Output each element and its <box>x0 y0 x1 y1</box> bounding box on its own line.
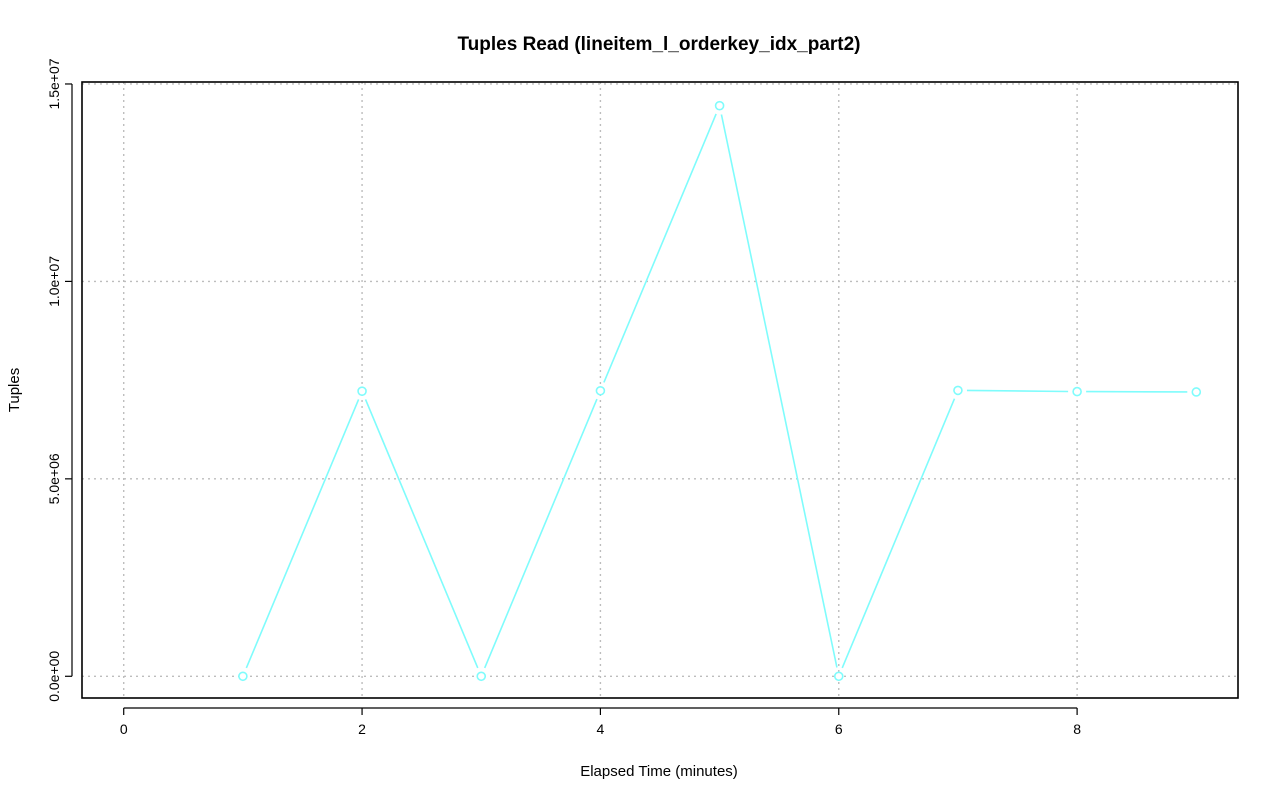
y-axis-label: Tuples <box>6 368 23 412</box>
x-tick-label-3: 6 <box>835 721 843 737</box>
x-tick-label-0: 0 <box>120 721 128 737</box>
chart-title: Tuples Read (lineitem_l_orderkey_idx_par… <box>457 34 860 55</box>
series-0-point-4 <box>714 100 725 111</box>
y-tick-label-2: 1.0e+07 <box>46 256 62 307</box>
series-0-segment-1 <box>364 399 479 669</box>
series-0-point-0 <box>238 671 248 682</box>
series-0-segment-0 <box>245 399 360 669</box>
x-tick-label-1: 2 <box>358 721 366 737</box>
series-0-point-6 <box>953 385 963 396</box>
x-tick-label-2: 4 <box>597 721 605 737</box>
y-tick-label-1: 5.0e+06 <box>46 453 62 504</box>
plot-frame <box>81 81 1239 699</box>
x-axis-label: Elapsed Time (minutes) <box>580 763 738 780</box>
series-0-segment-4 <box>720 114 838 668</box>
series <box>238 100 1202 682</box>
series-0-point-5 <box>833 671 844 682</box>
axes: 0 2 4 6 8 0.0e+00 5.0e+06 1.0e+07 1.5e+07 <box>46 58 1081 737</box>
series-0-point-2 <box>476 671 487 682</box>
series-0-segment-6 <box>966 389 1069 393</box>
gridlines <box>82 82 1238 698</box>
x-tick-label-4: 8 <box>1073 721 1081 737</box>
y-tick-label-0: 0.0e+00 <box>46 651 62 702</box>
series-0-segment-5 <box>841 398 956 669</box>
series-0-point-8 <box>1191 387 1202 397</box>
series-0-point-3 <box>595 385 606 396</box>
y-tick-label-3: 1.5e+07 <box>46 58 62 109</box>
series-0-segment-3 <box>603 113 717 383</box>
series-0-point-1 <box>357 386 367 396</box>
series-0-segment-2 <box>483 398 598 669</box>
series-0-point-7 <box>1072 386 1082 397</box>
